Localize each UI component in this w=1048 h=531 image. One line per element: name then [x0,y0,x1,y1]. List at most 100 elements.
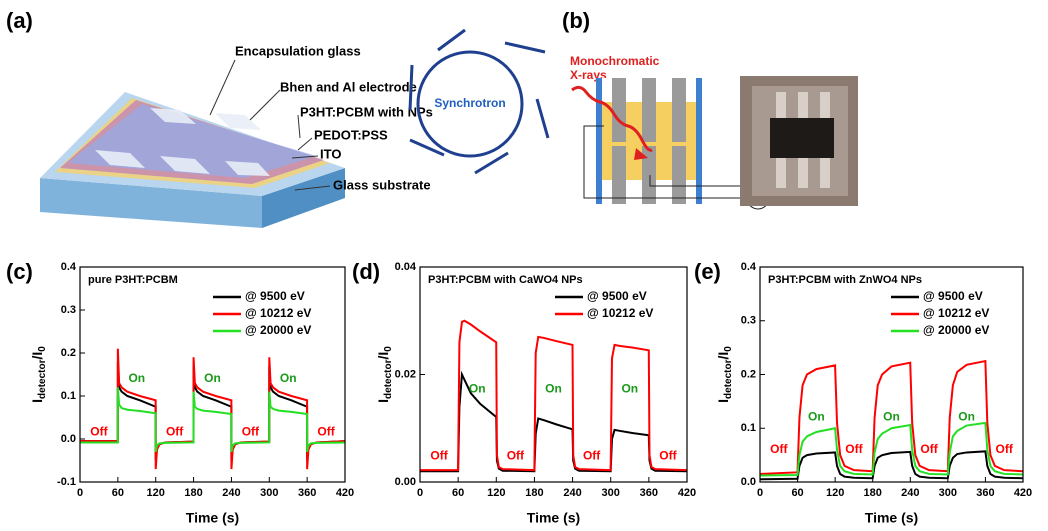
x-tick-label: 120 [826,487,844,499]
legend-label: @ 9500 eV [923,289,983,303]
legend-label: @ 10212 eV [245,306,311,320]
annotation: Off [166,425,184,439]
layer-label: PEDOT:PSS [314,127,388,142]
annotation: Off [583,448,601,462]
y-axis-label-part: detector [37,359,48,399]
y-axis-label: Idetector/I0 [29,346,48,403]
series-line [80,348,346,470]
x-tick-label: 420 [1014,487,1032,499]
y-tick-label: 0.04 [395,261,417,273]
y-axis-label: Idetector/I0 [715,346,734,403]
x-tick-label: 120 [147,487,165,499]
annotation: Off [430,448,448,462]
y-tick-label: 0.2 [61,347,76,359]
annotation: On [469,382,486,396]
device-photo [740,76,858,206]
panel-label: (d) [352,259,380,284]
leader-lines [209,59,331,191]
series-line [759,421,1024,477]
layer-label: Glass substrate [333,177,431,192]
x-tick-label: 420 [678,487,696,499]
x-tick-label: 240 [563,487,581,499]
substrate-front [40,178,262,228]
annotation: Off [845,442,863,456]
series-line [420,370,688,473]
y-axis-label-part: 0 [723,346,734,352]
annotation: On [958,410,975,424]
x-tick-label: 420 [336,487,354,499]
y-axis-label-part: /I [375,352,391,360]
y-tick-label: -0.1 [57,476,76,488]
x-tick-label: 0 [417,487,423,499]
annotation: On [808,410,825,424]
series-line [420,319,688,472]
plot-frame [79,266,346,483]
detector-schematic [596,78,702,204]
annotation: Off [920,442,938,456]
source-label: Synchrotron [434,96,505,110]
y-tick-label: 0.00 [395,476,416,488]
series-line [80,387,346,453]
device-schematic [40,92,345,228]
electrodes [95,108,270,176]
chart-title: P3HT:PCBM with ZnWO4 NPs [768,274,922,286]
layer-label: P3HT:PCBM with NPs [300,104,433,119]
series-line [759,450,1024,481]
y-tick-label: 0.1 [61,390,76,402]
layer-label: ITO [320,146,341,161]
annotation: On [545,382,562,396]
x-tick-label: 300 [939,487,957,499]
annotation: On [883,410,900,424]
x-tick-label: 180 [864,487,882,499]
annotation: On [280,371,297,385]
annotation: On [204,371,221,385]
substrate-side [262,168,345,228]
y-axis-label-part: detector [383,359,394,399]
x-tick-label: 240 [901,487,919,499]
y-tick-label: 0.0 [741,476,756,488]
series-line [759,359,1024,475]
series-line [80,361,346,461]
x-axis-label: Time (s) [865,510,918,526]
y-axis-label-part: I [29,399,45,403]
legend-label: @ 10212 eV [923,306,989,320]
x-tick-label: 180 [525,487,543,499]
y-axis-label-part: I [375,399,391,403]
y-tick-label: 0.3 [741,315,756,327]
x-axis-label: Time (s) [527,510,580,526]
annotation: Off [996,442,1014,456]
x-tick-label: 60 [112,487,124,499]
x-tick-label: 360 [976,487,994,499]
x-tick-label: 240 [222,487,240,499]
x-tick-label: 360 [298,487,316,499]
x-axis-label: Time (s) [186,510,239,526]
panel-label: (e) [694,259,721,284]
y-tick-label: 0.02 [395,368,416,380]
y-axis-label-part: 0 [37,346,48,352]
annotation: Off [770,442,788,456]
panel-label: (a) [6,8,33,33]
panel-label: (c) [6,259,33,284]
annotation: On [621,382,638,396]
legend-label: @ 20000 eV [923,323,989,337]
beam-label: Monochromatic [570,54,660,68]
synchrotron-ring [408,28,550,175]
chart-title: pure P3HT:PCBM [88,274,178,286]
x-tick-label: 0 [77,487,83,499]
legend-label: @ 9500 eV [245,289,305,303]
x-ray-arrow [571,85,653,152]
x-tick-label: 60 [452,487,464,499]
x-tick-label: 180 [184,487,202,499]
y-tick-label: 0.0 [61,433,76,445]
y-axis-label-part: /I [715,352,731,360]
y-axis-label-part: I [715,399,731,403]
y-axis-label: Idetector/I0 [375,346,394,403]
annotation: Off [90,425,108,439]
x-ray-arrowhead [634,148,648,160]
x-tick-label: 360 [640,487,658,499]
layer-label: Encapsulation glass [235,43,361,58]
legend-label: @ 20000 eV [245,323,311,337]
annotation: Off [242,425,260,439]
chart-title: P3HT:PCBM with CaWO4 NPs [428,274,583,286]
